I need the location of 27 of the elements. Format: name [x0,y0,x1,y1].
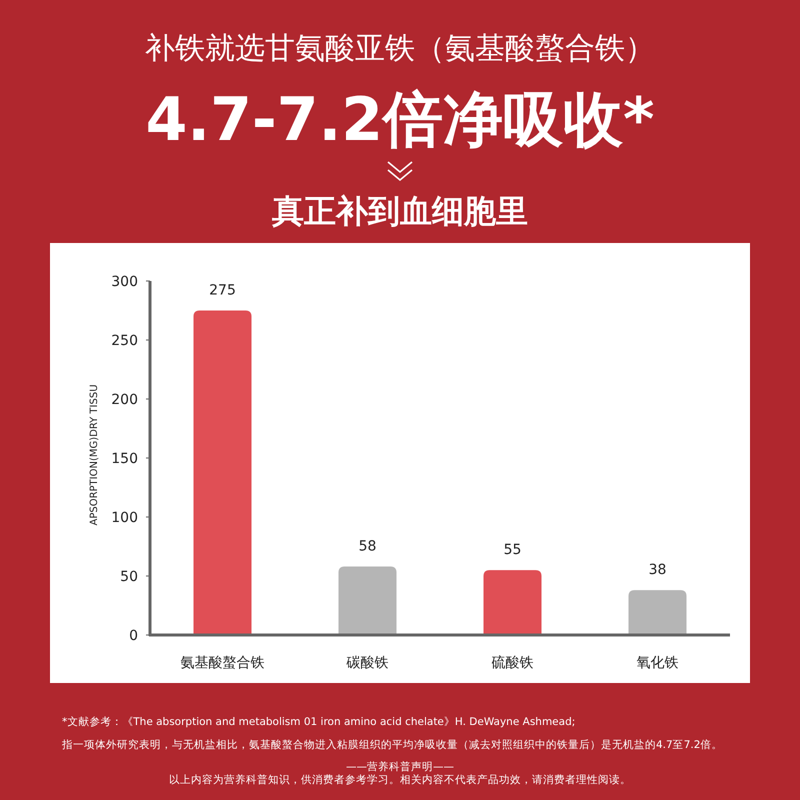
text: 真正补到血细胞里 [271,192,528,230]
y-axis-title: APSORPTION(MG)DRY TISSU [89,384,100,526]
text: ——营养科普声明—— [346,760,454,773]
data-label: 275 [209,282,236,298]
chart-title: 补铁就选甘氨酸亚铁（氨基酸螯合铁） [145,31,655,66]
bar [338,566,396,635]
bar [194,310,252,635]
bar [628,590,686,635]
y-tick-label: 50 [120,569,138,585]
y-tick-label: 200 [111,392,138,408]
x-tick-label: 氧化铁 [636,655,678,671]
y-tick-label: 300 [111,274,138,290]
y-tick-label: 0 [129,628,138,644]
text: *文献参考：《The absorption and metabolism 01 iron amino acid chelate》H. DeWayne Ashmead; [62,715,576,728]
text: 指一项体外研究表明，与无机盐相比，氨基酸螯合物进入粘膜组织的平均净吸收量（减去对照组织中的铁量后）是无机盐的4.7至7.2倍。 [61,738,722,751]
data-label: 58 [358,538,376,555]
chart-subtitle: 4.7-7.2倍净吸收* [146,85,654,155]
bar [484,570,542,635]
data-label: 55 [504,542,522,558]
x-tick-label: 氨基酸螯合铁 [180,655,264,671]
data-label: 38 [648,562,666,578]
x-tick-label: 碳酸铁 [346,655,388,671]
text: 以上内容为营养科普知识，供消费者参考学习。相关内容不代表产品功效，请消费者理性阅读。 [169,773,631,786]
y-tick-label: 150 [111,451,138,467]
x-tick-label: 硫酸铁 [492,655,534,671]
y-tick-label: 100 [111,510,138,526]
y-tick-label: 250 [111,333,138,349]
